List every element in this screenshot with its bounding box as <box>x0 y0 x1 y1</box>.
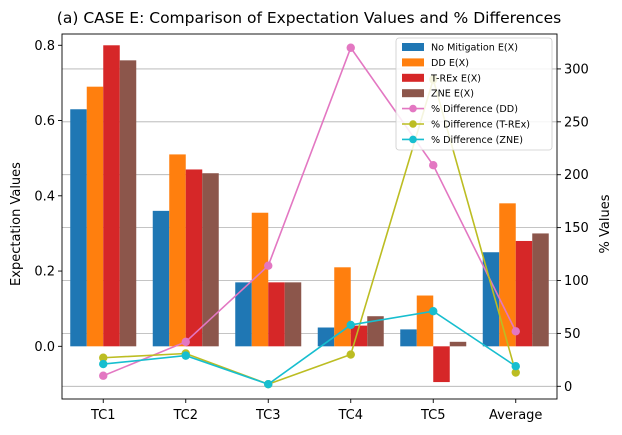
legend-marker <box>409 120 417 128</box>
bar <box>334 267 351 347</box>
y-tick-label: 0.8 <box>34 39 55 54</box>
bar <box>433 346 450 383</box>
legend-label: No Mitigation E(X) <box>431 43 518 54</box>
x-tick-label: Average <box>489 408 542 423</box>
bar <box>532 233 549 347</box>
legend-box <box>395 37 553 151</box>
y-tick-label: 0.4 <box>34 189 55 204</box>
bar <box>268 282 285 347</box>
series-point <box>99 359 108 369</box>
y-tick-label: 0.2 <box>34 265 55 280</box>
y-tick-label: 0.6 <box>34 114 55 129</box>
bar <box>202 173 219 347</box>
grid-layer <box>62 68 557 387</box>
series-point <box>429 160 438 170</box>
plot-frame <box>61 33 558 400</box>
bar <box>169 154 186 347</box>
bar <box>416 295 434 347</box>
x-tick-label: TC1 <box>90 408 116 423</box>
legend-label: % Difference (DD) <box>431 104 518 115</box>
x-tick-label: TC2 <box>172 408 198 423</box>
series-point <box>99 371 108 380</box>
x-tick-label: TC4 <box>337 408 363 423</box>
bar <box>400 329 417 347</box>
bar <box>499 203 516 347</box>
y2-tick-label: 50 <box>564 327 581 342</box>
legend: No Mitigation E(X) DD E(X) T-REx E(X) ZNE E… <box>395 37 553 151</box>
legend-swatch <box>402 58 424 67</box>
bar <box>482 252 500 347</box>
series-point <box>511 327 520 336</box>
legend-swatch <box>402 43 424 51</box>
y-axis-label: Expectation Values <box>9 162 24 286</box>
series-point <box>511 362 520 371</box>
series-point <box>429 306 438 316</box>
series-line <box>102 46 517 377</box>
legend-marker <box>409 135 417 144</box>
series-point <box>181 337 190 347</box>
series-point <box>346 320 355 330</box>
y2-tick-label: 100 <box>564 274 589 289</box>
series-point <box>264 261 273 270</box>
chart-title: (a) CASE E: Comparison of Expectation Va… <box>57 9 561 27</box>
bar <box>284 282 302 347</box>
y2-tick-label: 250 <box>564 115 589 130</box>
bar <box>251 212 269 347</box>
bar <box>70 109 87 347</box>
legend-marker <box>409 104 417 113</box>
series-point <box>346 43 355 52</box>
x-tick-label: TC3 <box>255 408 281 423</box>
bar <box>103 45 120 347</box>
legend-label: % Difference (ZNE) <box>431 135 523 146</box>
bar <box>185 169 203 347</box>
bar <box>235 282 252 347</box>
bar <box>449 341 467 347</box>
y2-axis-label: % Values <box>598 194 613 253</box>
series-line <box>103 310 517 386</box>
legend-label: T-REx E(X) <box>430 73 481 84</box>
bar <box>119 60 137 347</box>
series-point <box>181 351 190 360</box>
legend-swatch <box>402 89 424 98</box>
y2-tick-label: 0 <box>564 380 572 395</box>
bar <box>515 240 533 347</box>
bars-layer <box>70 45 549 383</box>
axes-layer: 0.0 0.2 0.4 0.6 0.8 0 50 100 150 200 250 300 TC1 TC2 T… <box>34 33 589 423</box>
series-point <box>346 350 355 359</box>
bar <box>367 316 384 347</box>
bar <box>152 210 170 347</box>
bar <box>317 327 335 347</box>
legend-label: % Difference (T-REx) <box>431 120 530 131</box>
series-point <box>99 353 108 362</box>
y2-tick-label: 300 <box>564 62 589 77</box>
y-tick-label: 0.0 <box>34 340 55 355</box>
legend-label: DD E(X) <box>431 58 469 69</box>
bar <box>86 86 104 347</box>
legend-label: ZNE E(X) <box>431 89 474 100</box>
legend-swatch <box>402 73 424 82</box>
x-tick-label: TC5 <box>420 408 446 423</box>
y2-tick-label: 150 <box>564 221 589 236</box>
series-point <box>511 368 520 377</box>
y2-tick-label: 200 <box>564 168 589 183</box>
series-point <box>264 379 273 389</box>
